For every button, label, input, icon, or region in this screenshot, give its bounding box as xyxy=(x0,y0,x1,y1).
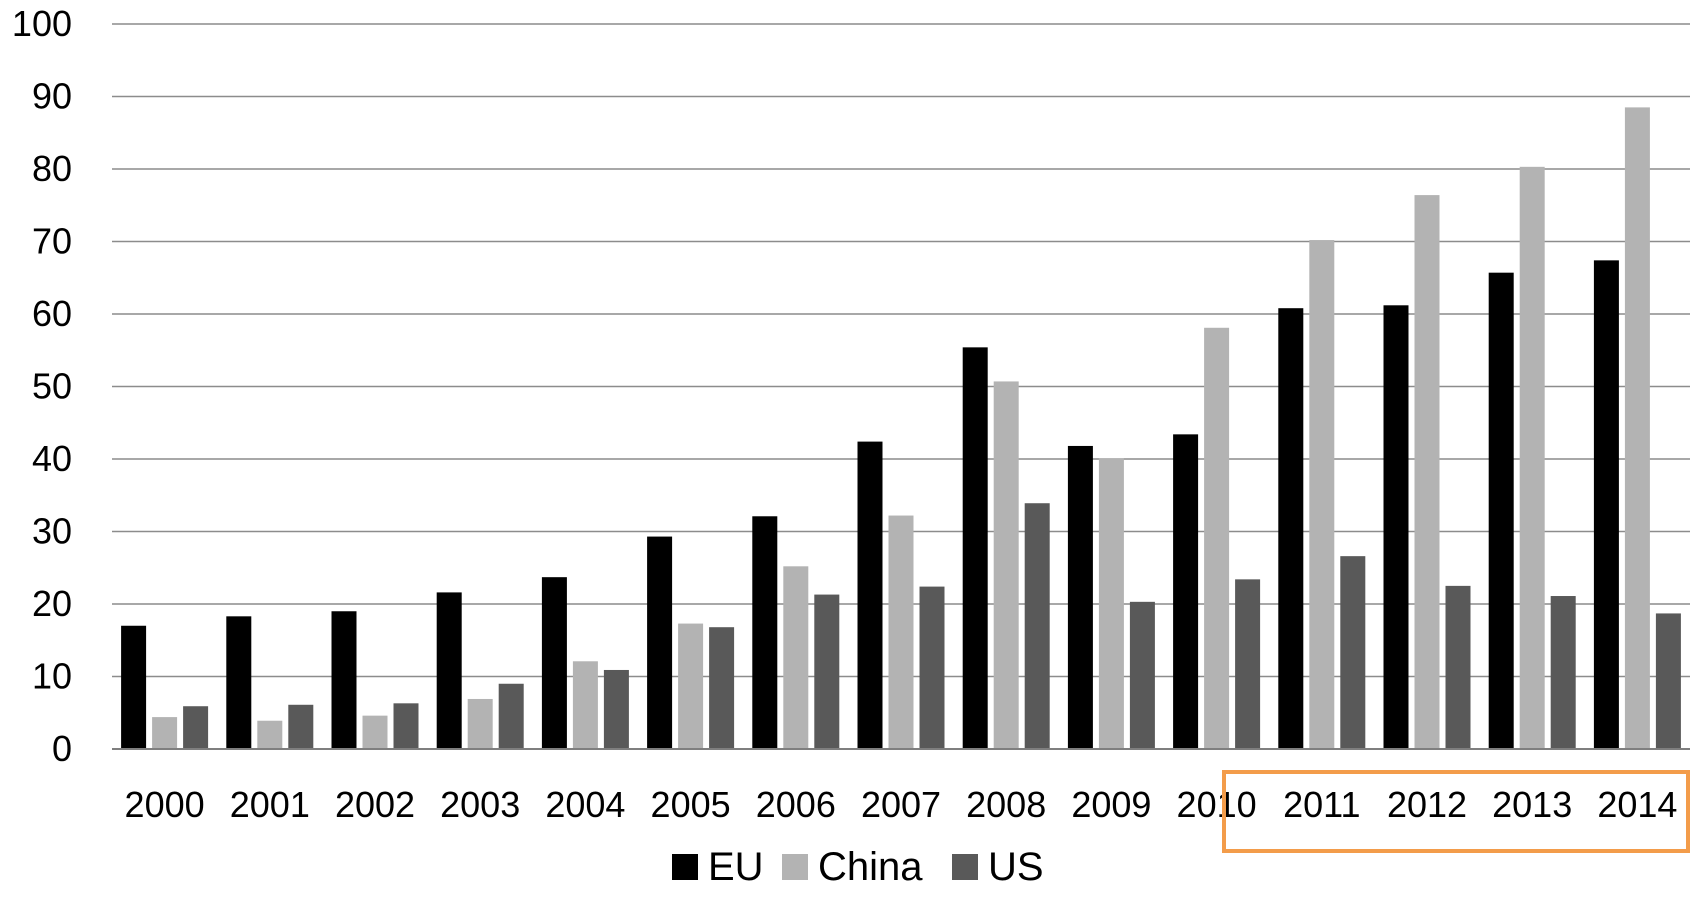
bar-china-2000 xyxy=(152,717,178,749)
annotations xyxy=(1222,770,1690,853)
legend-label-china: China xyxy=(818,845,923,889)
bar-china-2005 xyxy=(678,623,704,749)
x-tick-label: 2011 xyxy=(1283,784,1360,825)
legend-swatch-us xyxy=(952,854,978,880)
bar-eu-2011 xyxy=(1278,308,1304,749)
bar-us-2004 xyxy=(603,669,629,749)
bar-us-2007 xyxy=(919,586,945,749)
y-tick-label: 80 xyxy=(32,148,72,189)
bar-eu-2007 xyxy=(857,441,883,749)
legend-swatch-china xyxy=(782,854,808,880)
bar-eu-2001 xyxy=(226,616,252,749)
bar-china-2006 xyxy=(783,566,809,749)
bar-us-2000 xyxy=(183,706,209,749)
x-tick-label: 2004 xyxy=(545,784,625,825)
y-tick-label: 30 xyxy=(32,511,72,552)
x-tick-label: 2014 xyxy=(1597,784,1677,825)
bar-eu-2003 xyxy=(436,592,462,749)
bar-china-2001 xyxy=(257,720,283,749)
bar-eu-2012 xyxy=(1383,305,1409,749)
x-tick-label: 2003 xyxy=(440,784,520,825)
legend: EU China US xyxy=(672,845,1044,889)
bar-eu-2013 xyxy=(1488,272,1514,749)
bar-us-2010 xyxy=(1235,579,1261,749)
bar-china-2010 xyxy=(1204,327,1230,749)
gridlines xyxy=(112,23,1690,678)
y-tick-label: 100 xyxy=(12,3,72,44)
y-tick-label: 60 xyxy=(32,293,72,334)
y-tick-label: 90 xyxy=(32,76,72,117)
bar-us-2011 xyxy=(1340,556,1366,749)
legend-label-us: US xyxy=(988,845,1044,889)
bar-eu-2005 xyxy=(647,536,673,749)
bar-eu-2010 xyxy=(1173,434,1199,749)
x-tick-label: 2007 xyxy=(861,784,941,825)
y-axis-tick-labels: 0 10 20 30 40 50 60 70 80 90 100 xyxy=(12,3,72,769)
bar-china-2003 xyxy=(467,698,493,749)
bar-eu-2006 xyxy=(752,516,778,749)
bar-china-2009 xyxy=(1098,458,1124,749)
x-tick-label: 2005 xyxy=(651,784,731,825)
bar-us-2013 xyxy=(1550,596,1576,749)
bars xyxy=(121,107,1681,750)
bar-eu-2000 xyxy=(121,625,147,749)
bar-china-2011 xyxy=(1309,240,1335,750)
bar-us-2009 xyxy=(1129,601,1155,749)
bar-us-2012 xyxy=(1445,585,1471,749)
bar-us-2001 xyxy=(288,704,314,749)
bar-eu-2009 xyxy=(1067,445,1093,749)
y-tick-label: 0 xyxy=(52,728,72,769)
bar-china-2014 xyxy=(1624,107,1650,749)
bar-us-2006 xyxy=(814,594,840,749)
legend-swatch-eu xyxy=(672,854,698,880)
bar-us-2002 xyxy=(393,703,419,749)
bar-china-2007 xyxy=(888,515,914,749)
x-tick-label: 2010 xyxy=(1177,784,1257,825)
x-tick-label: 2001 xyxy=(230,784,310,825)
bar-china-2008 xyxy=(993,381,1019,749)
y-tick-label: 50 xyxy=(32,366,72,407)
x-tick-label: 2000 xyxy=(125,784,205,825)
bar-china-2012 xyxy=(1414,195,1440,750)
bar-eu-2014 xyxy=(1593,260,1619,749)
legend-label-eu: EU xyxy=(708,845,764,889)
bar-eu-2004 xyxy=(541,577,567,749)
x-tick-label: 2008 xyxy=(966,784,1046,825)
x-tick-label: 2012 xyxy=(1387,784,1467,825)
bar-eu-2008 xyxy=(962,347,988,749)
x-axis-tick-labels: 2000 2001 2002 2003 2004 2005 2006 2007 2008 2009… xyxy=(125,784,1678,825)
bar-us-2005 xyxy=(709,627,735,749)
x-tick-label: 2006 xyxy=(756,784,836,825)
highlight-box xyxy=(1222,770,1690,853)
x-tick-label: 2013 xyxy=(1492,784,1572,825)
bar-us-2008 xyxy=(1024,503,1050,749)
bar-eu-2002 xyxy=(331,611,357,749)
bar-us-2003 xyxy=(498,683,524,749)
y-tick-label: 40 xyxy=(32,438,72,479)
bar-china-2004 xyxy=(572,661,598,749)
bar-us-2014 xyxy=(1655,613,1681,749)
x-tick-label: 2009 xyxy=(1071,784,1151,825)
y-tick-label: 20 xyxy=(32,583,72,624)
x-tick-label: 2002 xyxy=(335,784,415,825)
bar-china-2013 xyxy=(1519,166,1545,749)
y-tick-label: 70 xyxy=(32,221,72,262)
y-tick-label: 10 xyxy=(32,656,72,697)
bar-china-2002 xyxy=(362,715,388,749)
